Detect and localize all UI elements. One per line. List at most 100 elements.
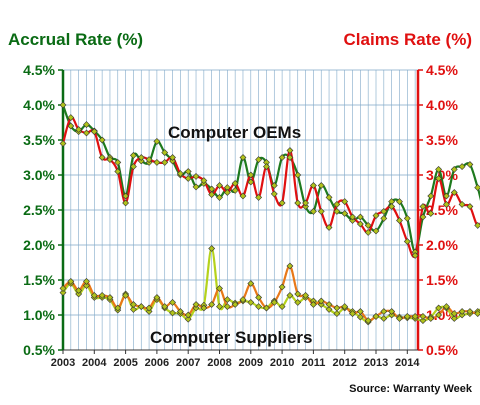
series-supplier-claims-point [450, 310, 458, 318]
series-oem-claims-point [325, 224, 333, 231]
series-supplier-accrual-point [388, 311, 396, 319]
series-supplier-accrual-point [169, 309, 176, 317]
series-oem-accrual-point [443, 192, 450, 200]
series-supplier-claims-point [364, 317, 372, 325]
series-supplier-claims-point [333, 304, 341, 312]
series-supplier-claims-point [106, 294, 114, 301]
series-oem-claims-point [247, 171, 255, 179]
series-supplier-claims-point [153, 294, 161, 301]
right-tick-label: 2.5% [426, 202, 458, 218]
series-oem-accrual-point [435, 165, 443, 173]
series-supplier-claims-point [435, 311, 443, 319]
series-oem-claims-point [137, 154, 145, 161]
series-supplier-claims-point [200, 304, 208, 312]
series-oem-claims-point [443, 200, 450, 208]
series-supplier-accrual-point [223, 296, 231, 304]
series-oem-accrual-point [317, 182, 325, 189]
series-oem-claims-point [130, 163, 137, 171]
series-supplier-claims-point [356, 308, 364, 315]
left-tick-label: 2.5% [23, 202, 55, 218]
series-supplier-claims-point [325, 301, 333, 308]
series-supplier-claims-point [137, 303, 145, 311]
series-oem-accrual-point [286, 154, 294, 161]
series-oem-claims-point [200, 177, 208, 185]
plot-area: 0.5% 1.0% 1.5% 2.0% 2.5% 3.0% 3.5% 4.0% 4.5% 0.5%… [23, 62, 480, 369]
series-oem-claims-point [106, 156, 114, 164]
series-supplier-accrual-point [458, 311, 466, 319]
series-oem-claims-point [270, 190, 278, 198]
series-supplier-claims-point [388, 308, 396, 315]
series-supplier-claims-point [122, 291, 130, 299]
series-oem-accrual-point [114, 158, 122, 166]
series-supplier-claims-point [114, 304, 122, 312]
series-oem-accrual-point [349, 217, 356, 224]
series-oem-accrual-point [239, 154, 247, 161]
series-oem-claims-point [302, 199, 309, 207]
series-supplier-accrual-point [333, 310, 341, 318]
series-supplier-claims-point [90, 291, 98, 299]
series-supplier-claims-point [231, 301, 239, 308]
series-oem-accrual-point [169, 157, 176, 165]
series-supplier-claims-point [247, 280, 255, 287]
series-oem-accrual-point [153, 137, 161, 145]
series-oem-accrual-point [458, 163, 466, 171]
series-supplier-claims-point [83, 277, 90, 285]
series-supplier-accrual-point [450, 315, 458, 322]
series-supplier-claims-point [239, 296, 247, 304]
series-oem-accrual-point [83, 121, 90, 129]
series-supplier-claims-point [98, 291, 106, 299]
series-supplier-accrual-point [380, 315, 388, 322]
series-supplier-claims-point [208, 301, 216, 308]
series-supplier-claims-point [192, 301, 200, 308]
x-tick-label: 2014 [395, 357, 420, 369]
series-oem-accrual-point [450, 165, 458, 173]
series-supplier-accrual-point [130, 305, 137, 313]
series-oem-claims-point [184, 175, 192, 182]
series-supplier-accrual-point [294, 298, 302, 306]
series-supplier-claims-point [396, 315, 403, 322]
series-oem-claims-point [239, 192, 247, 200]
series-oem-claims-point [208, 191, 216, 199]
series-supplier-accrual-point [216, 303, 223, 311]
series-oem-claims-point [294, 199, 302, 207]
series-oem-claims-point [411, 252, 419, 259]
series-oem-claims-point [380, 207, 388, 215]
series-oem-accrual-point [356, 213, 364, 221]
series-oem-accrual-point [137, 157, 145, 165]
series-oem-claims-point [169, 154, 176, 161]
series-oem-claims-point [75, 126, 83, 133]
left-tick-label: 4.0% [23, 97, 55, 113]
series-oem-claims-point [333, 200, 341, 208]
series-supplier-claims-point [341, 303, 349, 311]
series-oem-claims-point [458, 200, 466, 208]
series-supplier-claims-point [309, 301, 317, 308]
series-oem-claims-point [145, 156, 153, 164]
annotation-suppliers: Computer Suppliers [150, 328, 312, 347]
series-oem-accrual-point [396, 198, 403, 206]
series-supplier-accrual-point [419, 317, 427, 325]
series-oem-accrual-point [278, 154, 286, 161]
series-supplier-accrual-point [435, 304, 443, 312]
series-oem-accrual-point [67, 122, 75, 130]
left-tick-label: 0.5% [23, 342, 55, 358]
series-oem-accrual-point [192, 183, 200, 191]
series-supplier-claims-point [317, 297, 325, 305]
left-tick-label: 3.5% [23, 132, 55, 148]
left-tick-label: 1.0% [23, 307, 55, 323]
left-tick-label: 2.0% [23, 237, 55, 253]
series-oem-claims-point [419, 203, 427, 210]
series-oem-claims-point [223, 189, 231, 196]
series-oem-claims-point [114, 168, 122, 175]
series-oem-claims-point [90, 128, 98, 136]
series-supplier-claims-point [419, 312, 427, 320]
series-supplier-claims-point [176, 308, 184, 315]
series-oem-claims-point [192, 172, 200, 180]
right-tick-label: 3.5% [426, 132, 458, 148]
series-oem-accrual-point [302, 203, 309, 210]
series-supplier-claims-point [403, 312, 411, 320]
series-supplier-claims-point [302, 291, 309, 299]
series-supplier-accrual-point [325, 305, 333, 313]
series-oem-accrual-point [59, 101, 67, 109]
right-tick-label: 1.5% [426, 272, 458, 288]
